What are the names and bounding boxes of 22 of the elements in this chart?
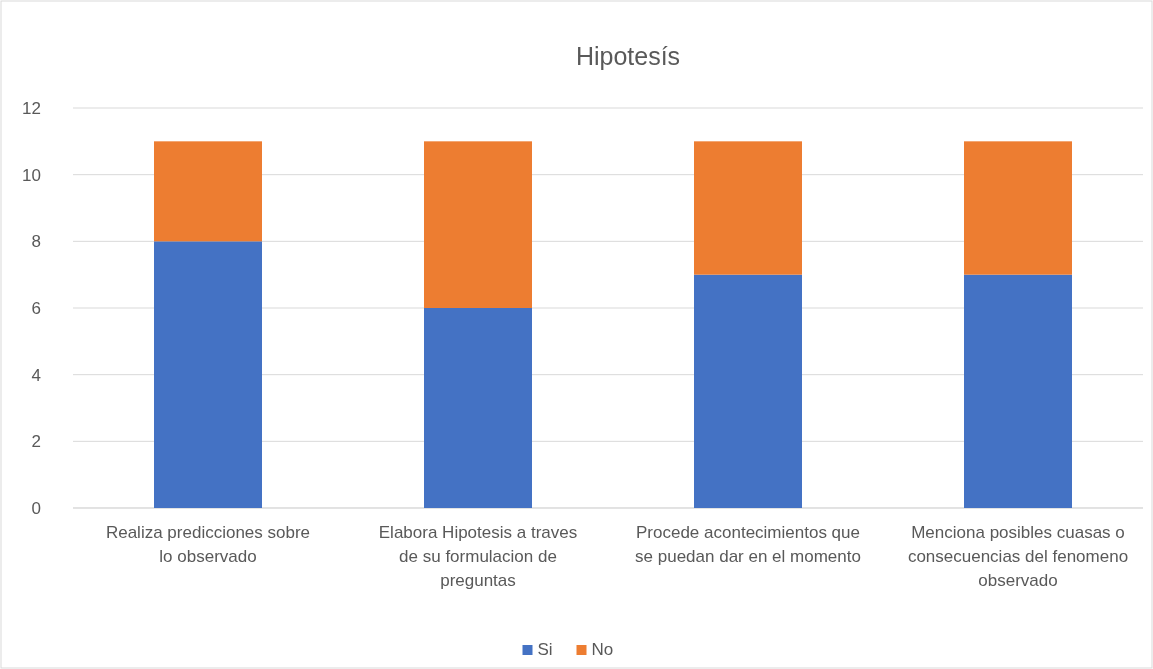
x-tick-label: Menciona posibles cuasas o consecuencias del fenomeno observado <box>907 523 1129 590</box>
bar <box>154 141 262 242</box>
bar <box>424 141 532 308</box>
y-tick-label: 10 <box>22 165 41 185</box>
x-tick-label: Procede acontecimientos que se puedan dar en el momento <box>635 523 861 566</box>
y-tick-label: 6 <box>31 298 41 318</box>
y-tick-label: 2 <box>31 432 41 452</box>
chart-title: Hipotesís <box>575 42 681 70</box>
bar <box>694 274 802 508</box>
y-tick-label: 12 <box>22 98 41 118</box>
bar <box>964 141 1072 275</box>
bar <box>964 274 1072 508</box>
x-tick-label: Elabora Hipotesis a traves de su formulacion de preguntas <box>378 523 578 590</box>
y-tick-label: 0 <box>31 498 41 518</box>
legend-label: Si <box>537 640 553 659</box>
y-tick-label: 8 <box>31 232 41 252</box>
bar <box>694 141 802 275</box>
x-tick-label: Realiza predicciones sobre lo observado <box>105 523 311 566</box>
legend-label: No <box>591 640 614 659</box>
bar <box>154 241 262 508</box>
y-tick-label: 4 <box>31 365 41 385</box>
bar <box>424 308 532 508</box>
